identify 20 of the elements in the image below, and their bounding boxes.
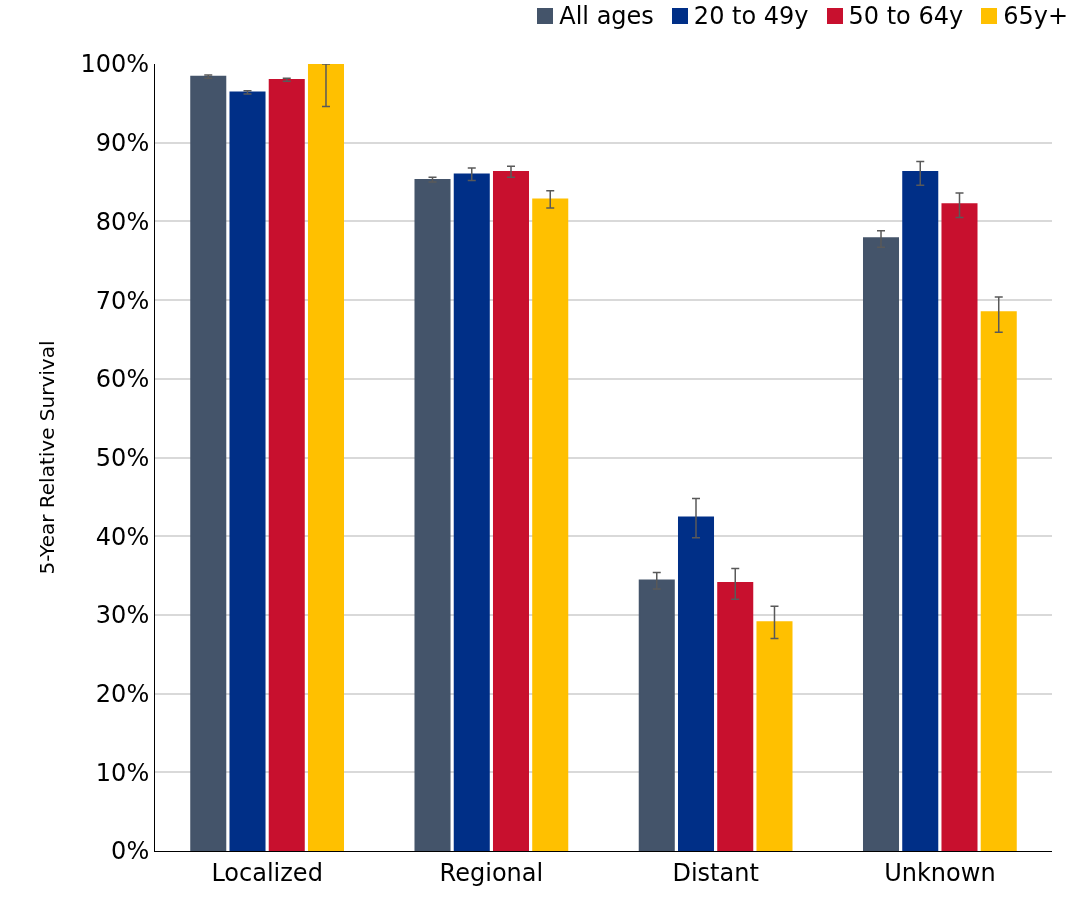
legend-label: All ages — [559, 2, 654, 30]
x-tick-label: Unknown — [884, 858, 996, 887]
x-tick-label: Distant — [672, 858, 759, 887]
legend-label: 20 to 49y — [693, 2, 809, 30]
y-tick-label: 90% — [95, 129, 150, 158]
legend-label: 65y+ — [1003, 2, 1068, 30]
y-axis-title: 5-Year Relative Survival — [35, 340, 60, 575]
y-tick-label: 60% — [95, 365, 150, 394]
x-tick-label: Localized — [211, 858, 323, 887]
y-tick-label: 100% — [80, 50, 150, 79]
y-tick-label: 80% — [95, 207, 150, 236]
y-tick-label: 30% — [95, 601, 150, 630]
y-tick-label: 70% — [95, 286, 150, 315]
y-tick-label: 10% — [95, 758, 150, 787]
x-tick-label: Regional — [439, 858, 544, 887]
y-tick-label: 40% — [95, 522, 150, 551]
y-tick-label: 0% — [111, 837, 150, 866]
y-tick-label: 20% — [95, 680, 150, 708]
legend-label: 50 to 64y — [848, 2, 964, 30]
y-tick-label: 50% — [95, 443, 150, 472]
